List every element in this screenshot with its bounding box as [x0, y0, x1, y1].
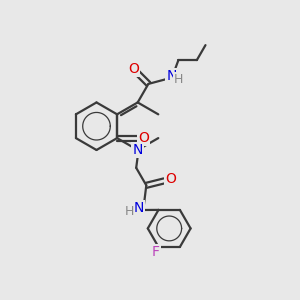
Text: O: O: [165, 172, 176, 186]
Text: H: H: [174, 73, 183, 86]
Text: N: N: [134, 201, 144, 215]
Text: F: F: [152, 245, 160, 259]
Text: O: O: [138, 131, 149, 145]
Text: H: H: [124, 205, 134, 218]
Text: O: O: [128, 62, 139, 76]
Text: N: N: [166, 69, 177, 83]
Text: N: N: [133, 143, 143, 157]
